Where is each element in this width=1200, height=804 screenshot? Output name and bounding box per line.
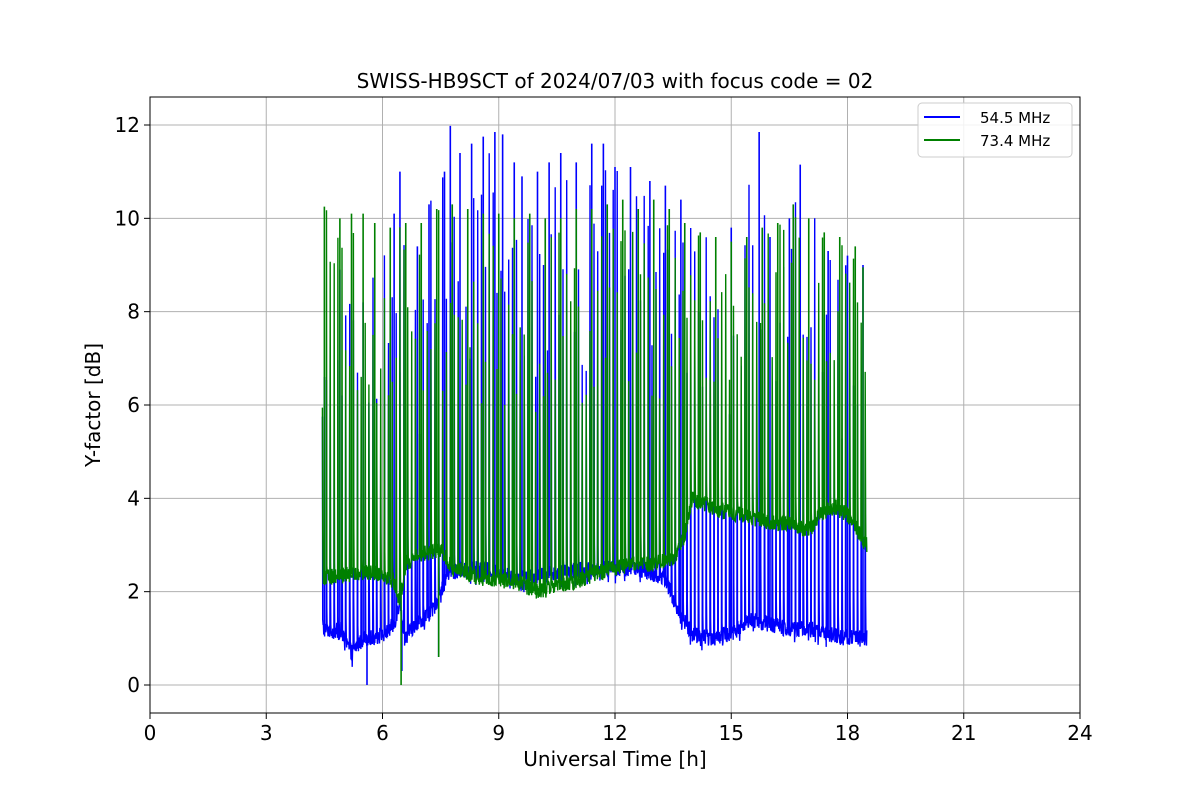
- x-tick-label: 3: [260, 721, 273, 745]
- y-tick-label: 2: [127, 580, 140, 604]
- x-axis-label: Universal Time [h]: [523, 747, 706, 771]
- legend-label-54-5: 54.5 MHz: [980, 109, 1050, 127]
- chart-title: SWISS-HB9SCT of 2024/07/03 with focus co…: [357, 69, 874, 93]
- x-tick-label: 6: [376, 721, 389, 745]
- y-tick-label: 6: [127, 393, 140, 417]
- x-tick-label: 24: [1067, 721, 1092, 745]
- y-tick-label: 10: [115, 206, 140, 230]
- y-tick-label: 0: [127, 673, 140, 697]
- x-tick-label: 0: [144, 721, 157, 745]
- x-tick-label: 18: [835, 721, 860, 745]
- x-tick-label: 21: [951, 721, 976, 745]
- series-layer: [321, 125, 868, 685]
- y-tick-label: 4: [127, 486, 140, 510]
- x-tick-label: 15: [719, 721, 744, 745]
- x-tick-label: 9: [492, 721, 505, 745]
- y-tick-label: 8: [127, 300, 140, 324]
- legend: 54.5 MHz 73.4 MHz: [917, 102, 1073, 158]
- series-line-73-4-mhz: [321, 210, 868, 605]
- y-axis-label: Y-factor [dB]: [81, 343, 105, 468]
- legend-label-73-4: 73.4 MHz: [980, 132, 1050, 150]
- y-tick-label: 12: [115, 113, 140, 137]
- x-tick-label: 12: [602, 721, 627, 745]
